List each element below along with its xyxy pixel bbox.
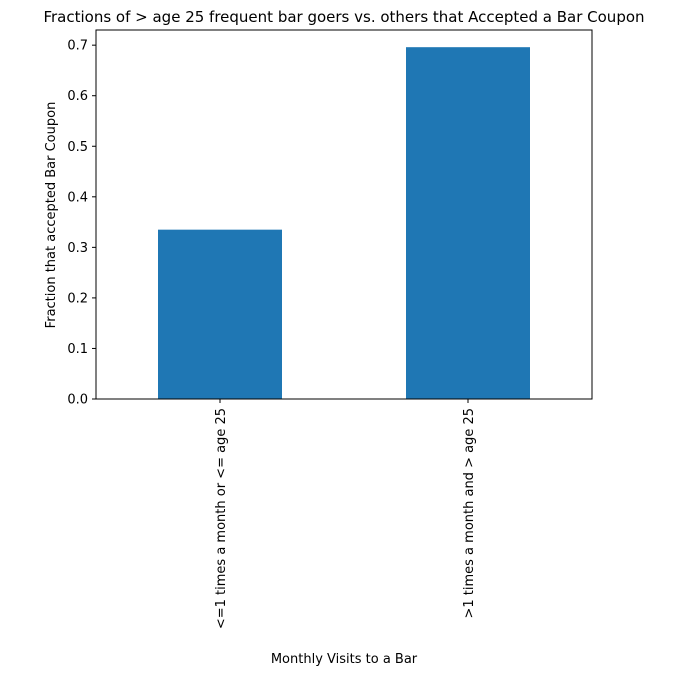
y-tick-label: 0.7 <box>67 39 88 54</box>
bar-1 <box>158 229 282 399</box>
y-tick-label: 0.4 <box>67 190 88 205</box>
y-axis: 0.0 0.1 0.2 0.3 0.4 0.5 0.6 0.7 <box>67 39 96 408</box>
y-tick-label: 0.0 <box>67 393 88 408</box>
y-tick-label: 0.5 <box>67 140 88 155</box>
y-axis-label: Fraction that accepted Bar Coupon <box>44 102 59 329</box>
y-tick-label: 0.1 <box>67 342 88 357</box>
y-tick-label: 0.6 <box>67 89 88 104</box>
y-tick-label: 0.2 <box>67 291 88 306</box>
x-tick-label: <=1 times a month or <= age 25 <box>214 408 229 629</box>
x-tick-label: >1 times a month and > age 25 <box>462 408 477 619</box>
chart-title: Fractions of > age 25 frequent bar goers… <box>43 8 644 26</box>
bars <box>158 47 530 399</box>
y-tick-label: 0.3 <box>67 241 88 256</box>
x-axis: <=1 times a month or <= age 25 >1 times a… <box>214 399 477 629</box>
bar-2 <box>406 47 530 399</box>
x-axis-label: Monthly Visits to a Bar <box>271 652 418 667</box>
plot-frame <box>95 29 593 400</box>
